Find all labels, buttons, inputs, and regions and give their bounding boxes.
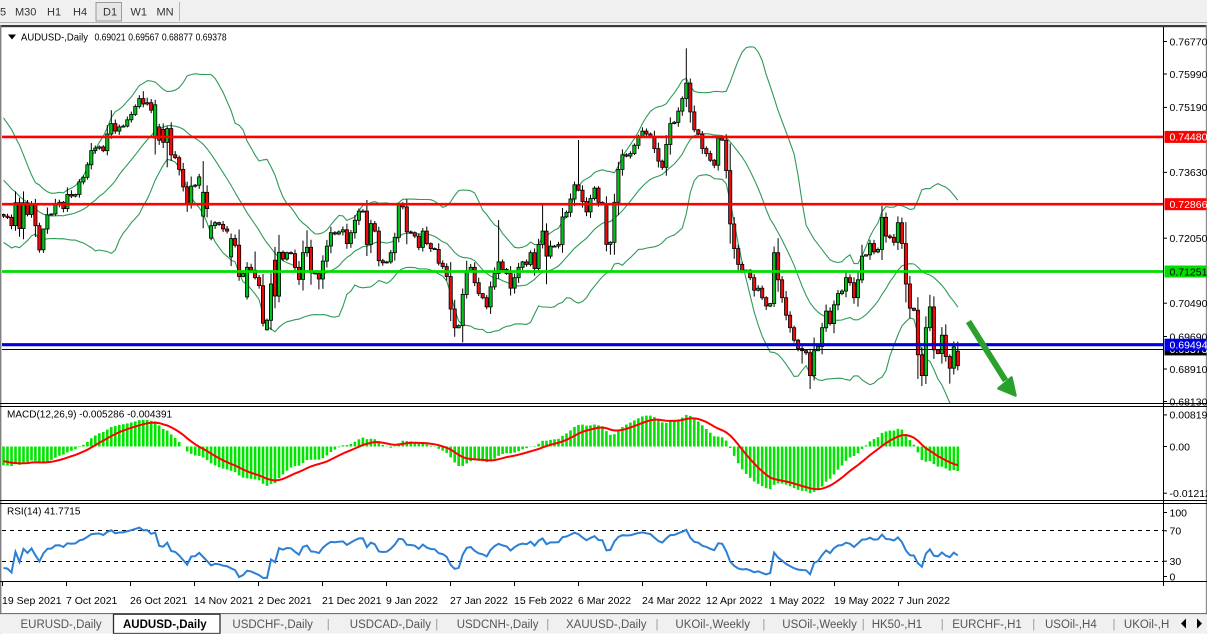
svg-text:W1: W1	[131, 7, 148, 19]
svg-text:UKOil-,H: UKOil-,H	[1124, 619, 1169, 631]
svg-text:6 Mar 2022: 6 Mar 2022	[578, 595, 631, 607]
svg-text:MN: MN	[157, 7, 174, 19]
svg-text:D1: D1	[103, 7, 117, 19]
svg-text:MACD(12,26,9) -0.005286 -0.004: MACD(12,26,9) -0.005286 -0.004391	[7, 410, 173, 421]
svg-text:HK50-,H1: HK50-,H1	[872, 619, 923, 631]
svg-text:21 Dec 2021: 21 Dec 2021	[322, 595, 382, 607]
svg-text:0.75190: 0.75190	[1170, 102, 1207, 114]
svg-text:26 Oct 2021: 26 Oct 2021	[130, 595, 187, 607]
svg-text:UKOil-,Weekly: UKOil-,Weekly	[675, 619, 750, 631]
svg-text:|: |	[862, 619, 865, 631]
svg-text:0.76770: 0.76770	[1170, 36, 1207, 48]
svg-text:0.72866: 0.72866	[1170, 199, 1207, 211]
svg-text:0.68130: 0.68130	[1170, 396, 1207, 408]
svg-text:0: 0	[1170, 571, 1176, 583]
svg-text:100: 100	[1170, 507, 1188, 519]
svg-text:7 Oct 2021: 7 Oct 2021	[66, 595, 118, 607]
svg-text:RSI(14) 41.7715: RSI(14) 41.7715	[7, 507, 81, 518]
svg-text:|: |	[762, 619, 765, 631]
svg-text:EURCHF-,H1: EURCHF-,H1	[952, 619, 1022, 631]
svg-text:M30: M30	[15, 7, 36, 19]
svg-text:|: |	[1113, 619, 1116, 631]
svg-text:30: 30	[1170, 556, 1182, 568]
svg-text:0.69378: 0.69378	[196, 32, 227, 44]
svg-text:1 May 2022: 1 May 2022	[770, 595, 825, 607]
svg-text:70: 70	[1170, 526, 1182, 538]
svg-text:9 Jan 2022: 9 Jan 2022	[386, 595, 438, 607]
svg-text:|: |	[327, 619, 330, 631]
svg-text:USDCAD-,Daily: USDCAD-,Daily	[350, 619, 431, 631]
svg-text:H1: H1	[47, 7, 61, 19]
svg-text:15 Feb 2022: 15 Feb 2022	[514, 595, 573, 607]
svg-text:0.70490: 0.70490	[1170, 298, 1207, 310]
svg-text:0.71251: 0.71251	[1170, 266, 1207, 278]
svg-text:|: |	[546, 619, 549, 631]
svg-text:0.68877: 0.68877	[162, 32, 193, 44]
svg-text:USOil-,H4: USOil-,H4	[1045, 619, 1097, 631]
svg-text:0.73630: 0.73630	[1170, 167, 1207, 179]
svg-text:2 Dec 2021: 2 Dec 2021	[258, 595, 312, 607]
svg-text:USDCHF-,Daily: USDCHF-,Daily	[232, 619, 313, 631]
svg-text:24 Mar 2022: 24 Mar 2022	[642, 595, 701, 607]
svg-text:AUDUSD-,Daily: AUDUSD-,Daily	[123, 619, 207, 631]
svg-text:|: |	[1032, 619, 1035, 631]
svg-text:EURUSD-,Daily: EURUSD-,Daily	[21, 619, 102, 631]
svg-text:0.69021: 0.69021	[95, 32, 126, 44]
svg-text:USDCNH-,Daily: USDCNH-,Daily	[457, 619, 539, 631]
svg-text:0.68910: 0.68910	[1170, 364, 1207, 376]
svg-text:|: |	[941, 619, 944, 631]
svg-text:0.74480: 0.74480	[1170, 132, 1207, 144]
svg-text:|: |	[656, 619, 659, 631]
svg-text:0.69494: 0.69494	[1170, 340, 1207, 352]
svg-text:0.72050: 0.72050	[1170, 233, 1207, 245]
svg-text:AUDUSD-,Daily: AUDUSD-,Daily	[21, 32, 89, 44]
svg-text:19 May 2022: 19 May 2022	[834, 595, 895, 607]
svg-text:H4: H4	[73, 7, 87, 19]
svg-text:19 Sep 2021: 19 Sep 2021	[2, 595, 62, 607]
svg-text:0.69567: 0.69567	[128, 32, 159, 44]
svg-text:5: 5	[0, 7, 6, 19]
svg-text:-0.01212: -0.01212	[1170, 488, 1207, 500]
svg-text:XAUUSD-,Daily: XAUUSD-,Daily	[566, 619, 647, 631]
svg-text:USOil-,Weekly: USOil-,Weekly	[782, 619, 857, 631]
svg-text:7 Jun 2022: 7 Jun 2022	[898, 595, 950, 607]
svg-text:|: |	[435, 619, 438, 631]
svg-text:27 Jan 2022: 27 Jan 2022	[450, 595, 508, 607]
svg-text:12 Apr 2022: 12 Apr 2022	[706, 595, 763, 607]
svg-text:0.75990: 0.75990	[1170, 69, 1207, 81]
svg-text:14 Nov 2021: 14 Nov 2021	[194, 595, 254, 607]
svg-text:0.00: 0.00	[1170, 441, 1191, 453]
svg-text:0.008197: 0.008197	[1170, 410, 1207, 422]
